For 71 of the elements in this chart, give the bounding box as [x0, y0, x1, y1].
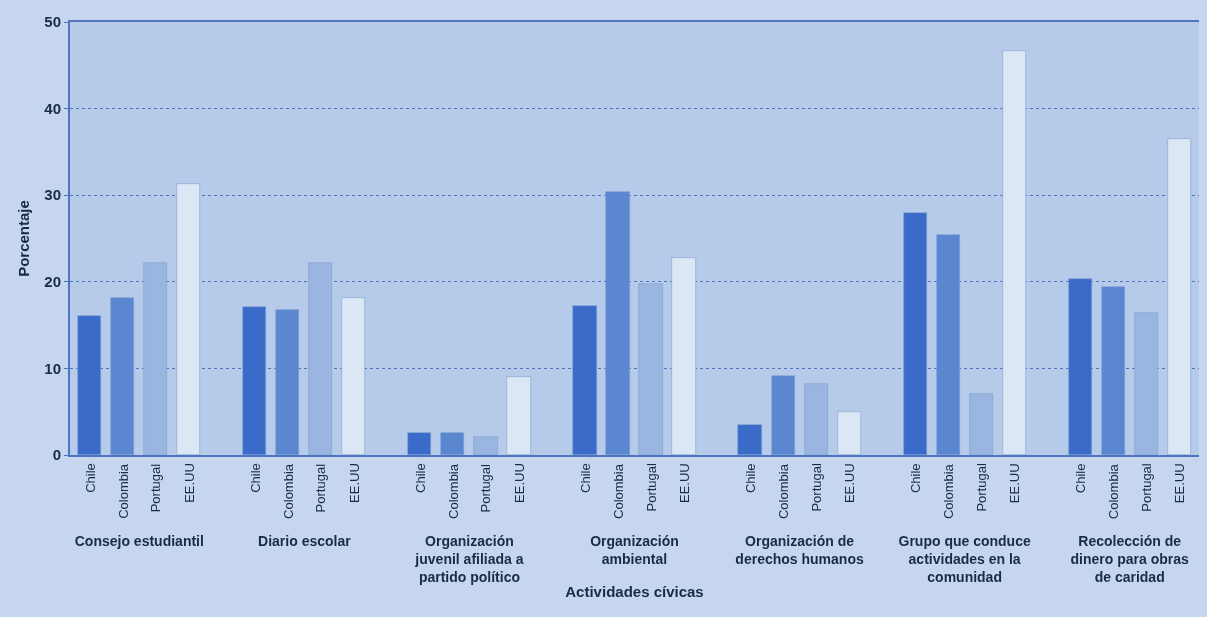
text: EE.UU — [677, 463, 693, 504]
bar — [176, 183, 200, 455]
bar — [77, 315, 101, 455]
text: Portugal — [643, 462, 659, 512]
text: Portugal — [808, 463, 824, 512]
text: Chile — [577, 463, 593, 493]
bar — [936, 234, 960, 455]
y-tick-label: 50 — [44, 13, 61, 31]
bar — [143, 262, 167, 455]
bar — [771, 375, 795, 455]
text: Portugal — [973, 463, 989, 512]
bar — [473, 436, 498, 455]
text: EE.UU — [1007, 463, 1023, 504]
text: Colombia — [610, 464, 626, 519]
bar — [242, 306, 266, 455]
x-tick-label: Recolección de dinero para obras de caridad — [1070, 532, 1190, 586]
bar — [1068, 278, 1092, 455]
y-tick-label: 20 — [44, 273, 61, 291]
bar — [440, 432, 464, 455]
bar — [605, 191, 630, 455]
bar — [969, 393, 993, 455]
y-axis-title: Porcentaje — [15, 200, 32, 277]
bar — [308, 262, 332, 455]
y-tick-label: 30 — [44, 186, 61, 204]
text: Colombia — [941, 464, 957, 520]
text: Chile — [1073, 463, 1089, 494]
bar — [341, 297, 365, 455]
text: Colombia — [776, 464, 792, 520]
text: EE.UU — [346, 463, 362, 503]
y-tick-label: 40 — [44, 99, 61, 117]
x-tick-label: Organización ambiental — [590, 532, 679, 567]
text: Portugal — [478, 464, 494, 513]
text: Chile — [412, 463, 428, 493]
text: Portugal — [1138, 463, 1154, 512]
x-tick-label: Diario escolar — [258, 532, 352, 549]
bar — [1002, 50, 1026, 455]
text: Colombia — [280, 463, 296, 519]
bar — [275, 309, 299, 455]
y-tick-label: 0 — [52, 446, 61, 464]
text: Colombia — [445, 464, 461, 519]
bar — [1134, 312, 1158, 455]
bar — [110, 297, 134, 455]
bar — [671, 257, 696, 455]
bar — [407, 432, 431, 455]
text: EE.UU — [842, 463, 858, 504]
bar — [903, 212, 927, 455]
bar — [572, 305, 597, 455]
text: Portugal — [313, 463, 329, 513]
bar — [837, 411, 861, 455]
text: Chile — [82, 463, 98, 493]
text: Colombia — [115, 463, 131, 519]
text: Portugal — [148, 463, 164, 513]
text: Colombia — [1106, 464, 1122, 520]
text: EE.UU — [511, 463, 527, 503]
bar — [1167, 138, 1191, 455]
x-tick-label: Organización juvenil afiliada a partido político — [414, 532, 524, 586]
text: Chile — [247, 463, 263, 493]
x-tick-label: Organización de derechos humanos — [735, 532, 864, 567]
text: EE.UU — [181, 463, 197, 503]
bar — [506, 376, 531, 455]
bar — [638, 283, 663, 455]
text: EE.UU — [1172, 463, 1188, 504]
y-tick-label: 10 — [44, 359, 61, 377]
x-tick-label: Consejo estudiantil — [74, 532, 204, 549]
text: Chile — [908, 463, 924, 494]
x-tick-label: Grupo que conduce actividades en la comunidad — [898, 532, 1031, 586]
bar — [1101, 286, 1125, 455]
x-axis-title: Actividades cívicas — [565, 582, 704, 600]
bar — [804, 383, 828, 455]
bar — [737, 424, 762, 455]
text: Chile — [743, 463, 759, 494]
